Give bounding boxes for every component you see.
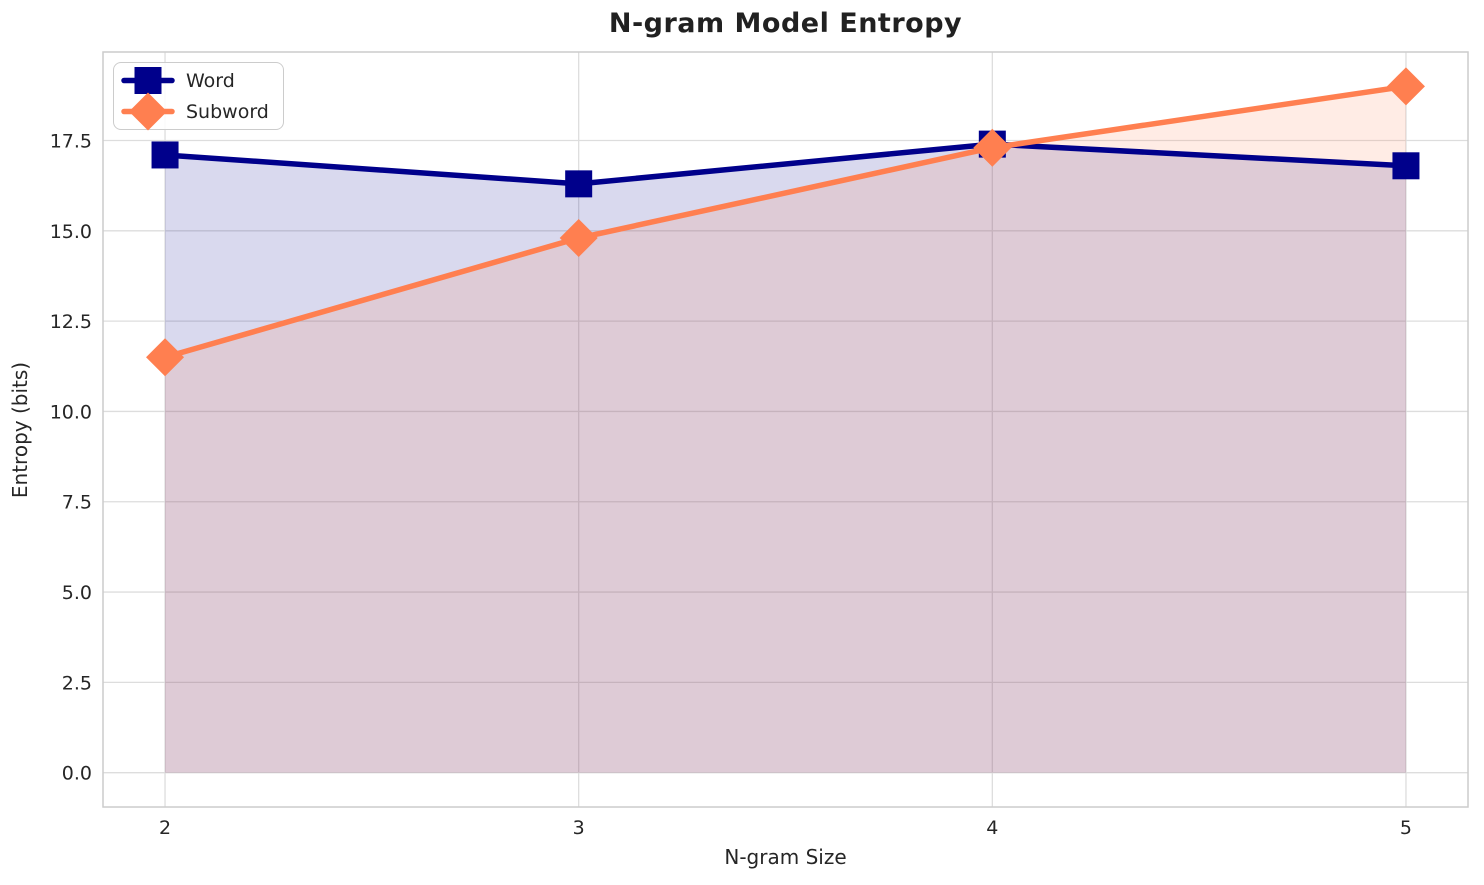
data-point-marker <box>134 67 162 94</box>
plot-border <box>102 51 1469 808</box>
x-tick-label: 3 <box>573 817 585 839</box>
y-axis-label: Entropy (bits) <box>8 362 32 498</box>
legend-marker <box>121 92 175 131</box>
y-tick-label: 10.0 <box>50 401 92 423</box>
chart-title: N-gram Model Entropy <box>608 8 963 39</box>
y-tick-label: 12.5 <box>50 311 92 333</box>
data-point-marker <box>129 92 167 131</box>
data-point-marker <box>559 219 598 258</box>
data-point-marker <box>973 128 1012 167</box>
legend-marker <box>121 67 175 94</box>
series-line <box>162 141 1409 187</box>
y-tick-label: 2.5 <box>62 672 92 694</box>
data-point-marker <box>151 141 179 169</box>
data-point-marker <box>1386 67 1425 106</box>
y-tick-label: 5.0 <box>62 582 92 604</box>
legend-label: Word <box>186 69 235 92</box>
y-tick-label: 17.5 <box>50 131 92 153</box>
data-point-marker <box>1392 152 1420 180</box>
legend-item-subword: Subword <box>121 92 269 131</box>
x-axis-label: N-gram Size <box>724 845 847 869</box>
legend-item-word: Word <box>121 65 269 96</box>
plot-generated-layers: 0.0 2.5 5.0 7.5 10.0 12.5 15.0 17.5 2 3 4 5 <box>50 51 1469 839</box>
data-point-marker <box>146 338 185 377</box>
x-tick-label: 4 <box>986 817 998 839</box>
series-area-fill <box>165 144 1406 773</box>
y-tick-label: 15.0 <box>50 221 92 243</box>
series-line <box>162 83 1409 361</box>
series-area-fill <box>165 86 1406 773</box>
legend-label: Subword <box>186 100 269 123</box>
y-tick-label: 7.5 <box>62 492 92 514</box>
data-point-marker <box>565 170 593 198</box>
legend: Word Subword <box>113 62 284 131</box>
x-tick-label: 2 <box>159 817 171 839</box>
y-tick-label: 0.0 <box>62 763 92 785</box>
x-tick-label: 5 <box>1400 817 1412 839</box>
